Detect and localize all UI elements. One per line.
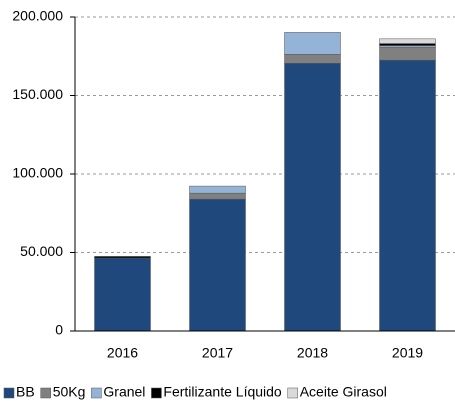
x-tick-label: 2018 bbox=[297, 345, 328, 361]
y-tick-label: 200.000 bbox=[12, 8, 63, 24]
bar-segment bbox=[379, 38, 436, 44]
bar-segment bbox=[94, 256, 151, 259]
bar-segment bbox=[284, 63, 341, 332]
legend-label: Granel bbox=[103, 384, 145, 400]
x-tick-label: 2019 bbox=[392, 345, 423, 361]
bar-segment bbox=[189, 198, 246, 332]
y-tick-label: 0 bbox=[55, 322, 63, 338]
bar-segment bbox=[189, 192, 246, 200]
legend-swatch bbox=[40, 387, 51, 399]
legend-swatch bbox=[287, 387, 298, 399]
bar-segment bbox=[189, 185, 246, 194]
legend-swatch bbox=[91, 387, 102, 399]
y-tick-label: 100.000 bbox=[12, 165, 63, 181]
y-tick-label: 150.000 bbox=[12, 86, 63, 102]
bar-segment bbox=[379, 46, 436, 61]
legend-label: Aceite Girasol bbox=[300, 384, 387, 400]
y-tick-label: 50.000 bbox=[20, 243, 63, 259]
legend-swatch bbox=[151, 387, 162, 399]
legend-label: Fertilizante Líquido bbox=[163, 384, 282, 400]
legend-swatch bbox=[3, 387, 15, 399]
x-tick-label: 2016 bbox=[107, 345, 138, 361]
legend-label: 50Kg bbox=[53, 384, 86, 400]
bar-segment bbox=[379, 43, 436, 46]
x-tick-label: 2017 bbox=[202, 345, 233, 361]
legend-label: BB bbox=[16, 384, 35, 400]
bar-segment bbox=[94, 257, 151, 332]
bar-segment bbox=[284, 32, 341, 55]
bar-segment bbox=[284, 54, 341, 64]
bar-segment bbox=[379, 59, 436, 332]
